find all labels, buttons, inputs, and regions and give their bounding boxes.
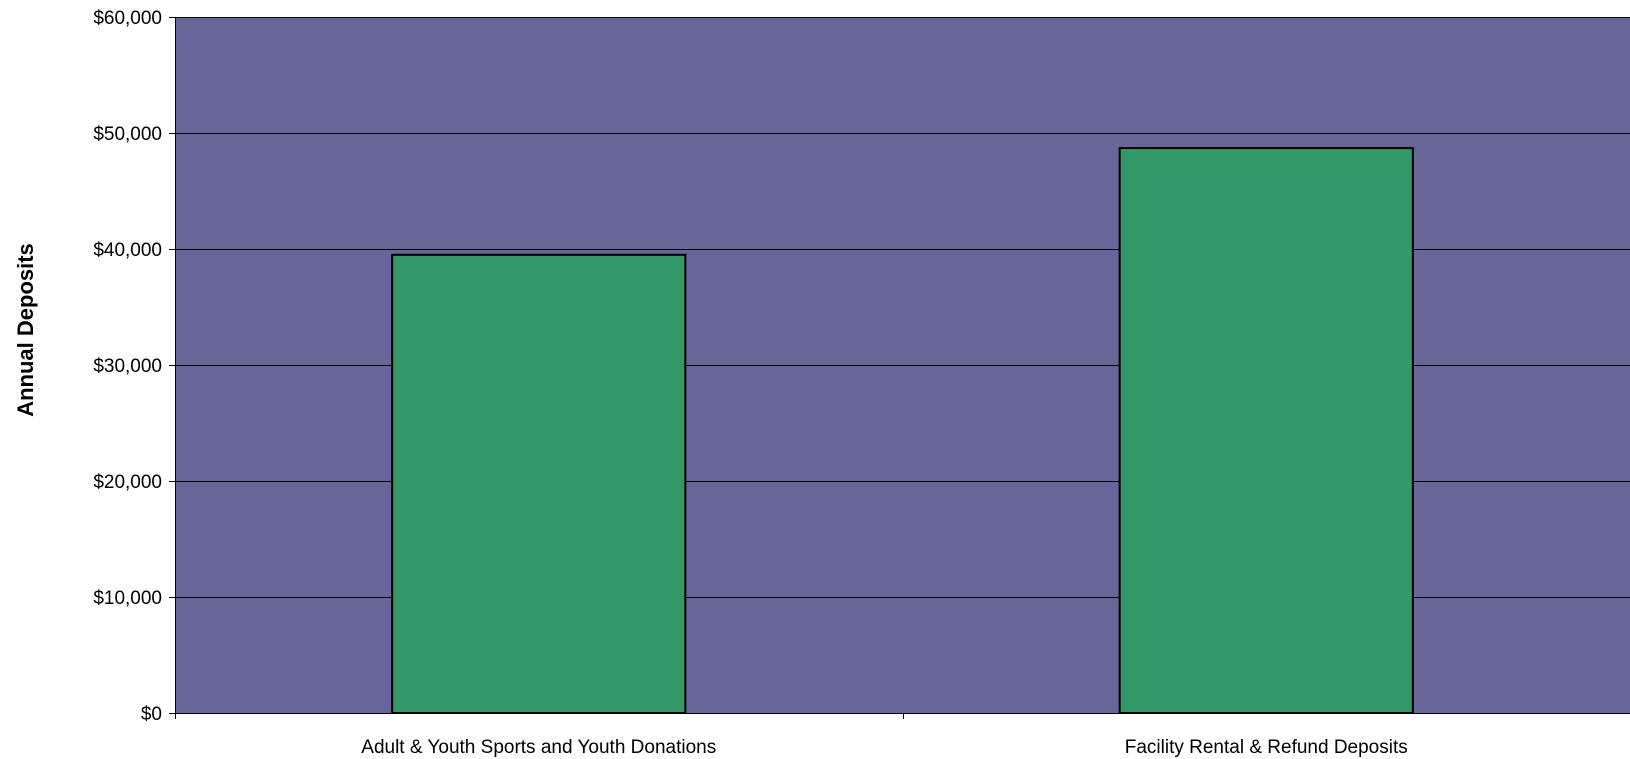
x-tick-label: Adult & Youth Sports and Youth Donations [361, 737, 716, 758]
y-tick-label: $0 [141, 704, 162, 725]
y-tick-label: $40,000 [93, 240, 162, 261]
y-tick-label: $20,000 [93, 472, 162, 493]
bar [391, 253, 687, 715]
axes [169, 17, 1630, 719]
y-tick-label: $60,000 [93, 8, 162, 29]
y-tick-labels: $0 $10,000 $20,000 $30,000 $40,000 $50,000 $60… [93, 8, 162, 725]
x-tick-label: Facility Rental & Refund Deposits [1125, 737, 1408, 758]
y-tick-label: $30,000 [93, 356, 162, 377]
bars [391, 147, 1414, 715]
y-tick-label: $50,000 [93, 124, 162, 145]
bar [1118, 147, 1414, 714]
y-tick-label: $10,000 [93, 588, 162, 609]
x-tick-labels: Adult & Youth Sports and Youth Donations… [361, 737, 1407, 758]
y-axis-title: Annual Deposits [13, 243, 38, 417]
